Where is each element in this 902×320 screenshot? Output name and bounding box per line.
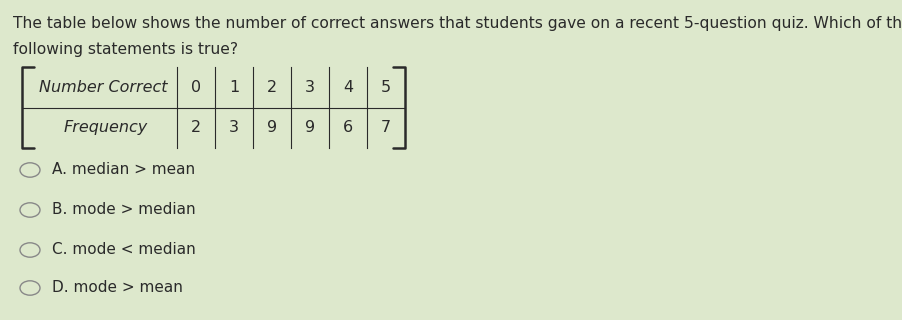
Text: A. median > mean: A. median > mean bbox=[52, 163, 195, 178]
Text: 9: 9 bbox=[267, 120, 277, 135]
Text: D. mode > mean: D. mode > mean bbox=[52, 281, 183, 295]
Text: 1: 1 bbox=[229, 80, 239, 95]
Text: following statements is true?: following statements is true? bbox=[13, 42, 238, 57]
Text: 3: 3 bbox=[229, 120, 239, 135]
Text: B. mode > median: B. mode > median bbox=[52, 203, 196, 218]
Text: The table below shows the number of correct answers that students gave on a rece: The table below shows the number of corr… bbox=[13, 16, 902, 31]
Text: 3: 3 bbox=[305, 80, 315, 95]
Text: 5: 5 bbox=[381, 80, 391, 95]
Text: 6: 6 bbox=[343, 120, 353, 135]
Text: 7: 7 bbox=[381, 120, 391, 135]
Text: 2: 2 bbox=[191, 120, 201, 135]
Text: 2: 2 bbox=[267, 80, 277, 95]
Text: 4: 4 bbox=[343, 80, 353, 95]
Text: 9: 9 bbox=[305, 120, 315, 135]
Text: C. mode < median: C. mode < median bbox=[52, 243, 196, 258]
Text: 0: 0 bbox=[191, 80, 201, 95]
Text: Number Correct: Number Correct bbox=[39, 80, 168, 95]
Text: Frequency: Frequency bbox=[64, 120, 148, 135]
